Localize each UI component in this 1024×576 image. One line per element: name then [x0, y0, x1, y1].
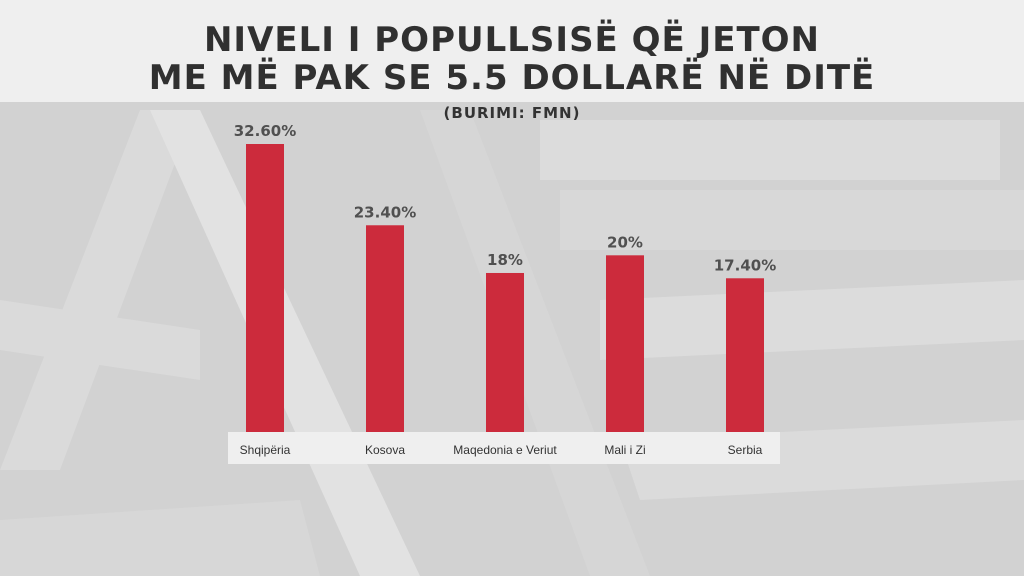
- bar-2: [486, 272, 524, 432]
- chart-title-line1: NIVELI I POPULLSISË QË JETON: [203, 20, 821, 60]
- value-label-0: 32.60%: [234, 122, 296, 140]
- chart-source: (BURIMI: FMN): [443, 104, 581, 122]
- bar-4: [726, 278, 764, 432]
- category-label-strip: [228, 432, 780, 464]
- category-label-1: Kosova: [365, 443, 405, 457]
- category-label-4: Serbia: [728, 443, 763, 457]
- category-label-0: Shqipëria: [240, 443, 291, 457]
- title-header: [0, 0, 1024, 102]
- category-label-2: Maqedonia e Veriut: [453, 443, 557, 457]
- chart-title-line2: ME MË PAK SE 5.5 DOLLARË NË DITË: [148, 58, 876, 98]
- value-label-2: 18%: [487, 251, 523, 269]
- category-label-3: Mali i Zi: [604, 443, 645, 457]
- value-label-3: 20%: [607, 233, 643, 251]
- value-label-1: 23.40%: [354, 203, 416, 221]
- bar-3: [606, 255, 644, 432]
- bar-0: [246, 144, 284, 432]
- value-label-4: 17.40%: [714, 256, 776, 274]
- bar-1: [366, 225, 404, 432]
